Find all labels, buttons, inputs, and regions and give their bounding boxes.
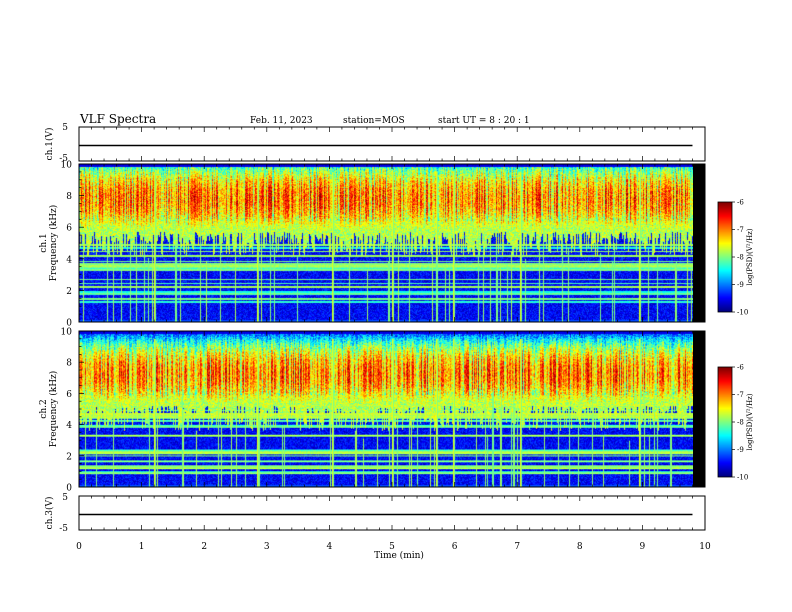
- figure-title: VLF Spectra: [79, 112, 156, 126]
- ch2-spectrogram-channel-label: ch.2: [39, 399, 49, 418]
- frequency-tick-label: 0: [66, 484, 72, 494]
- time-axis-label: Time (min): [374, 550, 424, 561]
- time-tick-label: 6: [452, 542, 458, 552]
- frequency-tick-label: 2: [66, 287, 72, 297]
- ch2-colorbar-ticks: -6 -7 -8 -9 -10: [732, 364, 748, 482]
- ch2-spectrogram-time-ticks: [78, 331, 706, 487]
- ch3-ytick-top: 5: [62, 493, 68, 503]
- ch1-ytick-top: 5: [62, 123, 68, 133]
- time-tick-label: 7: [514, 542, 520, 552]
- ch3-waveform-frame: [78, 495, 706, 531]
- ch2-spectrogram-image: [79, 331, 693, 487]
- ch3-ytick-bottom: -5: [59, 524, 68, 534]
- time-tick-label: 8: [577, 542, 583, 552]
- time-tick-label: 0: [76, 542, 82, 552]
- ch3-waveform-panel: 5 -5 ch.3(V) 0 1 2 3 4 5 6 7 8 9 10 Time (min): [44, 493, 711, 561]
- frequency-tick-label: 6: [66, 224, 72, 234]
- time-tick-label: 1: [139, 542, 145, 552]
- ch3-ylabel: ch.3(V): [44, 497, 55, 530]
- time-tick-label: 10: [699, 542, 711, 552]
- ch1-spectrogram-image: [79, 164, 693, 322]
- colorbar-tick-label: -8: [737, 419, 744, 427]
- frequency-tick-label: 2: [66, 452, 72, 462]
- frequency-tick-label: 0: [66, 319, 72, 329]
- frequency-tick-label: 10: [61, 161, 73, 171]
- colorbar-tick-label: -8: [737, 254, 744, 262]
- ch1-waveform-panel: 5 -5 ch.1(V): [44, 123, 706, 164]
- ch1-time-ticks: [78, 127, 706, 161]
- colorbar-tick-label: -10: [737, 309, 748, 317]
- ch1-frequency-label: Frequency (kHz): [48, 205, 59, 282]
- ch3-time-ticks: [78, 496, 706, 530]
- ch1-ytick-bottom: -5: [59, 154, 68, 164]
- time-tick-label: 9: [640, 542, 646, 552]
- time-tick-label: 2: [201, 542, 207, 552]
- colorbar-tick-label: -9: [737, 446, 744, 454]
- frequency-tick-label: 8: [66, 359, 72, 369]
- time-tick-label: 5: [389, 542, 395, 552]
- ch2-colorbar-gradient: [718, 367, 732, 477]
- ch2-frequency-label: Frequency (kHz): [48, 371, 59, 448]
- header-station: station=MOS: [343, 116, 405, 126]
- ch2-colorbar: -6 -7 -8 -9 -10 log(PSD)(V²/Hz): [717, 364, 754, 482]
- colorbar-tick-label: -6: [737, 364, 744, 372]
- colorbar-tick-label: -7: [737, 391, 744, 399]
- time-tick-label: 3: [264, 542, 270, 552]
- ch1-colorbar-ticks: -6 -7 -8 -9 -10: [732, 199, 748, 317]
- ch1-spectrogram-channel-label: ch.1: [39, 233, 49, 252]
- colorbar-tick-label: -9: [737, 281, 744, 289]
- time-axis-tick-labels: 0 1 2 3 4 5 6 7 8 9 10: [76, 542, 711, 552]
- ch1-spectrogram-panel: 0 2 4 6 8 10 ch.1 Frequency (kHz): [39, 161, 706, 329]
- colorbar-tick-label: -6: [737, 199, 744, 207]
- ch1-spectrogram-time-ticks: [78, 164, 706, 322]
- ch1-colorbar-gradient: [718, 202, 732, 312]
- ch2-frequency-ticks: 0 2 4 6 8 10: [61, 328, 705, 494]
- ch1-colorbar: -6 -7 -8 -9 -10 log(PSD)(V²/Hz): [717, 199, 754, 317]
- colorbar-tick-label: -7: [737, 226, 744, 234]
- frequency-tick-label: 8: [66, 192, 72, 202]
- frequency-tick-label: 4: [66, 421, 72, 431]
- colorbar-tick-label: -10: [737, 474, 748, 482]
- header-start-ut: start UT = 8 : 20 : 1: [438, 116, 530, 126]
- frequency-tick-label: 6: [66, 390, 72, 400]
- ch1-colorbar-label: log(PSD)(V²/Hz): [746, 228, 754, 285]
- ch2-spectrogram-panel: 0 2 4 6 8 10 ch.2 Frequency (kHz): [39, 328, 706, 494]
- time-tick-label: 4: [327, 542, 333, 552]
- frequency-tick-label: 10: [61, 328, 73, 338]
- ch2-colorbar-label: log(PSD)(V²/Hz): [746, 393, 754, 450]
- ch1-ylabel: ch.1(V): [44, 128, 55, 161]
- ch1-waveform-frame: [78, 126, 706, 162]
- ch1-frequency-ticks: 0 2 4 6 8 10: [61, 161, 705, 329]
- frequency-tick-label: 4: [66, 255, 72, 265]
- header-date: Feb. 11, 2023: [250, 116, 313, 126]
